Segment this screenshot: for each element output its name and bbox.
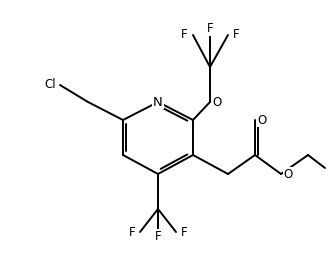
Text: F: F	[182, 28, 188, 42]
Text: O: O	[283, 167, 293, 181]
Text: O: O	[257, 114, 267, 126]
Text: F: F	[128, 225, 135, 238]
Text: F: F	[207, 22, 213, 35]
Text: F: F	[233, 28, 240, 42]
Text: F: F	[181, 225, 188, 238]
Text: Cl: Cl	[44, 78, 56, 92]
Text: N: N	[153, 95, 163, 109]
Text: F: F	[155, 230, 161, 243]
Text: O: O	[213, 95, 222, 109]
